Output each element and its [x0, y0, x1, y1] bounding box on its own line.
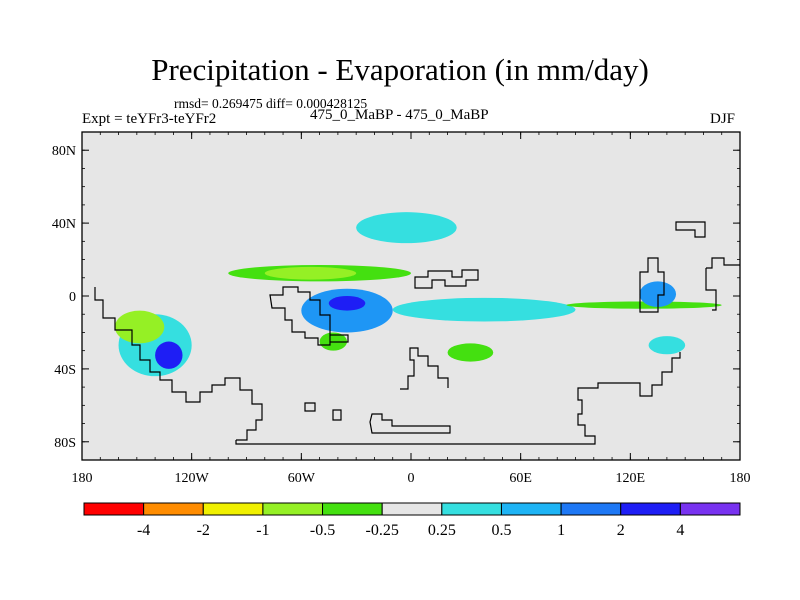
- south-pacific-dry-ring: [114, 310, 165, 344]
- colorbar-box: [560, 502, 622, 516]
- southern-polar-continent: [235, 347, 681, 445]
- colorbar-label: 4: [676, 522, 684, 539]
- x-tick-label: 0: [408, 471, 415, 486]
- y-tick-label: 80S: [54, 436, 76, 451]
- x-tick-label: 60W: [288, 471, 316, 486]
- colorbar-box: [620, 502, 681, 516]
- colorbar-label: -4: [137, 522, 150, 539]
- land-outlines: [94, 221, 740, 445]
- colorbar-box: [83, 502, 145, 516]
- west-pacific-wet: [639, 281, 677, 307]
- y-tick-label: 40N: [52, 217, 76, 232]
- eastern-continent: [639, 257, 740, 313]
- colorbar-box: [441, 502, 502, 516]
- map-area: [81, 131, 741, 461]
- y-tick-label: 80N: [52, 144, 76, 159]
- south-pacific-deep-wet: [155, 341, 183, 369]
- season-label: DJF: [710, 111, 736, 127]
- colorbar-box: [143, 502, 204, 516]
- colorbar-label: -2: [197, 522, 210, 539]
- plot-title: Precipitation - Evaporation (in mm/day): [151, 52, 649, 87]
- colorbar-box: [262, 502, 324, 516]
- colorbar-label: -0.5: [310, 522, 335, 539]
- colorbar-box: [322, 502, 383, 516]
- colorbar-box: [202, 502, 264, 516]
- run-subtitle: 475_0_MaBP - 475_0_MaBP: [310, 107, 489, 123]
- colorbar-box: [381, 502, 443, 516]
- x-tick-label: 120E: [616, 471, 646, 486]
- colorbar-box: [679, 502, 741, 516]
- central-continent: [269, 269, 479, 346]
- western-pacific-band: [566, 301, 722, 309]
- south-atlantic-dry-patch: [447, 343, 494, 362]
- colorbar-label: -0.25: [366, 522, 399, 539]
- x-tick-label: 120W: [175, 471, 210, 486]
- colorbar-legend: -4 -2 -1 -0.5 -0.25 0.25 0.5 1 2 4: [83, 502, 741, 539]
- anomaly-fields: [114, 212, 722, 377]
- map-axes: 80N 40N 0 40S 80S 180 120W 60W 0 60E 120E 180: [52, 131, 751, 486]
- western-continent: [94, 287, 263, 441]
- rmsd-diff-stats: rmsd= 0.269475 diff= 0.000428125: [174, 96, 368, 111]
- nh-midlat-positive-band: [356, 212, 457, 244]
- subtropical-dry-core: [264, 266, 357, 280]
- colorbar-box: [500, 502, 562, 516]
- itcz-east-pacific-core: [328, 296, 366, 311]
- equatorial-eastern-band: [392, 297, 576, 322]
- colorbar-label: -1: [256, 522, 269, 539]
- y-tick-label: 40S: [54, 363, 76, 378]
- northeast-island: [675, 221, 706, 238]
- experiment-label: Expt = teYFr3-teYFr2: [82, 111, 217, 127]
- colorbar-label: 0.25: [428, 522, 456, 539]
- x-tick-label: 60E: [509, 471, 532, 486]
- map-background: [82, 132, 740, 460]
- colorbar-label: 0.5: [491, 522, 511, 539]
- colorbar-label: 2: [617, 522, 625, 539]
- x-tick-label: 180: [730, 471, 751, 486]
- x-tick-label: 180: [72, 471, 93, 486]
- southwest-wet-streak: [648, 336, 686, 355]
- itcz-east-pacific-wet: [301, 288, 393, 333]
- y-tick-label: 0: [69, 290, 76, 305]
- colorbar-label: 1: [557, 522, 565, 539]
